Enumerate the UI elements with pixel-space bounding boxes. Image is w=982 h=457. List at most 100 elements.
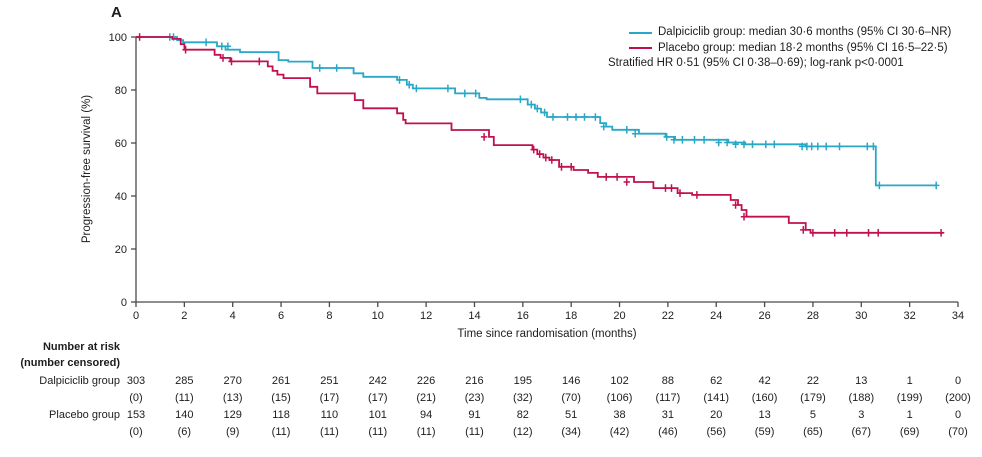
censor-mark [732,201,739,209]
censor-mark [413,84,420,93]
x-tick-label: 12 [420,310,432,322]
censor-mark [581,113,588,121]
y-tick-label: 80 [115,85,127,97]
risk-count-cell: 13 [855,375,868,387]
risk-count-cell: 270 [223,375,242,387]
risk-count-cell: 110 [320,409,339,421]
censor-mark [528,100,535,109]
x-tick-label: 28 [807,310,819,322]
censor-mark [592,113,599,121]
censored-count-cell: (9) [225,426,240,438]
x-tick-label: 4 [230,310,236,322]
y-tick-label: 40 [115,191,127,203]
risk-count-cell: 22 [806,375,820,387]
censor-mark [228,57,235,66]
censored-count-cell: (188) [848,392,875,404]
censored-count-cell: (0) [129,392,143,404]
censor-mark [632,129,639,138]
censor-mark [691,136,698,144]
censor-mark [723,138,731,147]
censored-count-cell: (13) [222,392,243,404]
risk-count-cell: 140 [175,409,194,421]
placebo-line-swatch [629,47,652,50]
risk-count-cell: 38 [613,409,626,421]
censor-mark [937,229,945,237]
x-tick-label: 24 [710,310,722,322]
risk-count-cell: 1 [906,409,913,421]
risk-count-cell: 101 [368,409,387,421]
censor-mark [870,142,877,151]
x-axis-title: Time since randomisation (months) [457,328,637,340]
censor-mark [530,145,537,154]
censor-mark [762,140,769,149]
censor-mark [623,126,630,134]
x-tick-label: 6 [278,310,284,322]
risk-table-subheader: (number censored) [20,357,120,369]
censored-count-cell: (17) [319,392,340,404]
censored-count-cell: (199) [896,392,923,404]
censored-count-cell: (11) [465,426,484,438]
censor-mark [800,226,807,234]
censored-count-cell: (11) [271,426,291,438]
censor-mark [809,229,817,237]
legend-entry-dalpiciclib: Dalpiciclib group: median 30·6 months (9… [629,25,951,41]
censor-mark [715,138,722,147]
risk-count-cell: 118 [272,409,290,421]
censor-mark [613,173,621,181]
dalpiciclib-line-swatch [629,31,652,34]
censor-mark [564,113,571,121]
censor-mark [316,64,323,72]
censored-count-cell: (12) [513,426,533,438]
censored-count-cell: (46) [658,426,678,438]
censor-mark [843,229,850,237]
censor-mark [480,133,488,141]
risk-count-cell: 20 [710,409,723,421]
x-tick-label: 22 [662,310,674,322]
censor-mark [679,136,686,144]
censor-mark [333,64,340,72]
censor-mark [461,89,468,98]
risk-count-cell: 216 [465,375,484,387]
censor-mark [864,142,871,151]
risk-count-cell: 5 [809,409,816,421]
risk-count-cell: 303 [126,375,146,387]
censored-count-cell: (59) [754,426,775,438]
risk-count-cell: 42 [758,375,771,387]
censor-mark [549,113,557,121]
censor-mark [136,33,143,41]
legend-entry-placebo: Placebo group: median 18·2 months (95% C… [629,41,951,57]
risk-count-cell: 51 [565,409,578,421]
censor-mark [663,133,670,141]
y-tick-label: 0 [121,297,127,309]
censor-mark [808,142,815,151]
censor-mark [933,181,940,190]
censored-count-cell: (70) [948,426,968,438]
censor-mark [218,42,225,51]
x-tick-label: 10 [372,310,384,322]
legend-label-placebo: Placebo group: median 18·2 months (95% C… [658,41,948,54]
censor-mark [823,142,830,151]
y-tick-label: 60 [115,138,127,150]
censor-mark [603,173,610,181]
censor-mark [836,142,843,151]
censored-count-cell: (21) [416,392,436,404]
risk-count-cell: 146 [561,375,581,387]
censor-mark [534,104,541,113]
censor-mark [668,184,675,192]
risk-count-cell: 31 [661,409,674,421]
x-tick-label: 0 [133,310,139,322]
censored-count-cell: (56) [706,426,727,438]
censor-mark [876,181,883,190]
y-tick-label: 20 [115,244,127,256]
censor-mark [572,113,580,121]
censor-mark [693,191,701,199]
censored-count-cell: (11) [174,392,194,404]
x-tick-label: 20 [613,310,625,322]
risk-count-cell: 102 [610,375,629,387]
censored-count-cell: (17) [367,392,388,404]
risk-count-cell: 88 [661,375,674,387]
censor-mark [396,76,403,84]
x-tick-label: 2 [181,310,187,322]
